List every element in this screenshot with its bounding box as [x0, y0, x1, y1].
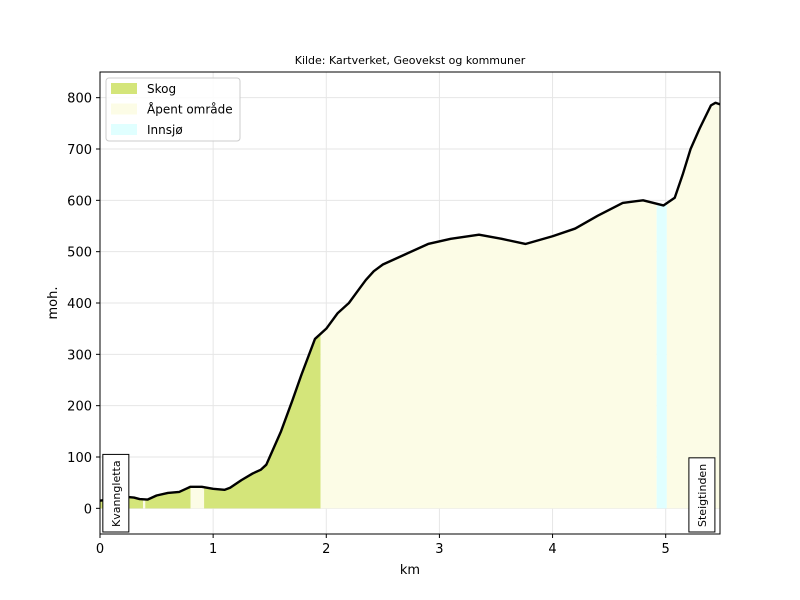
land-cover-fills	[100, 102, 720, 509]
y-tick-label: 400	[67, 297, 92, 312]
endpoint-box	[688, 457, 716, 533]
endpoint-label: Steigtinden	[696, 464, 709, 527]
profile-line-group	[99, 101, 721, 502]
x-tick-label: 0	[96, 542, 104, 557]
elevation-profile-line	[99, 101, 721, 502]
y-axis-label: moh.	[46, 287, 61, 320]
y-tick-label: 0	[84, 502, 92, 517]
x-tick-label: 5	[662, 542, 670, 557]
x-tick-label: 3	[435, 542, 443, 557]
endpoint-annotations: Kvanngletta Steigtinden	[102, 453, 716, 533]
legend-swatch-innsjo	[111, 124, 137, 135]
legend-label-innsjo: Innsjø	[147, 123, 183, 137]
land-cover-innsjo	[656, 203, 667, 509]
land-cover-apent	[320, 200, 657, 509]
x-tick-label: 2	[322, 542, 330, 557]
y-tick-label: 300	[67, 348, 92, 363]
legend: Skog Åpent område Innsjø	[105, 77, 241, 142]
legend-label-apent: Åpent område	[147, 102, 233, 117]
y-tick-label: 100	[67, 451, 92, 466]
legend-label-skog: Skog	[147, 82, 176, 96]
legend-box	[105, 77, 241, 142]
x-axis-ticks: 0 1 2 3 4 5	[96, 534, 670, 557]
endpoint-box	[102, 453, 130, 533]
endpoint-annotation: Kvanngletta	[102, 453, 130, 533]
y-tick-label: 600	[67, 194, 92, 209]
y-tick-label: 500	[67, 246, 92, 261]
land-cover-apent	[142, 499, 146, 509]
chart-title: Kilde: Kartverket, Geovekst og kommuner	[295, 54, 526, 67]
legend-swatch-skog	[111, 83, 137, 94]
y-tick-label: 700	[67, 143, 92, 158]
land-cover-skog	[204, 333, 321, 509]
land-cover-apent	[666, 102, 720, 509]
y-tick-label: 800	[67, 92, 92, 107]
x-axis-label: km	[400, 563, 420, 578]
x-tick-label: 4	[548, 542, 556, 557]
y-axis-ticks: 0 100 200 300 400 500 600 700 800	[67, 92, 100, 517]
endpoint-label: Kvanngletta	[110, 460, 123, 527]
legend-swatch-apent	[111, 103, 137, 115]
x-tick-label: 1	[209, 542, 217, 557]
land-cover-apent	[190, 486, 205, 509]
endpoint-annotation: Steigtinden	[688, 457, 716, 533]
y-tick-label: 200	[67, 400, 92, 415]
